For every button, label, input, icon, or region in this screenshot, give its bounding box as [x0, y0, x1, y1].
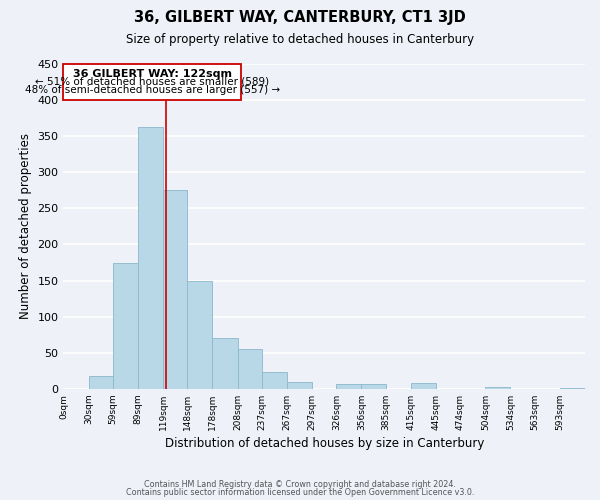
- Bar: [361, 384, 386, 389]
- Text: 36 GILBERT WAY: 122sqm: 36 GILBERT WAY: 122sqm: [73, 69, 232, 79]
- Bar: [138, 127, 163, 389]
- X-axis label: Distribution of detached houses by size in Canterbury: Distribution of detached houses by size …: [164, 437, 484, 450]
- FancyBboxPatch shape: [64, 64, 241, 100]
- Bar: [560, 388, 585, 389]
- Bar: [485, 388, 511, 389]
- Bar: [238, 349, 262, 389]
- Bar: [187, 280, 212, 389]
- Bar: [411, 383, 436, 389]
- Bar: [262, 372, 287, 389]
- Bar: [212, 338, 238, 389]
- Bar: [287, 382, 312, 389]
- Text: Contains HM Land Registry data © Crown copyright and database right 2024.: Contains HM Land Registry data © Crown c…: [144, 480, 456, 489]
- Text: 36, GILBERT WAY, CANTERBURY, CT1 3JD: 36, GILBERT WAY, CANTERBURY, CT1 3JD: [134, 10, 466, 25]
- Text: ← 51% of detached houses are smaller (589): ← 51% of detached houses are smaller (58…: [35, 77, 269, 87]
- Bar: [163, 190, 187, 389]
- Y-axis label: Number of detached properties: Number of detached properties: [19, 134, 32, 320]
- Text: Contains public sector information licensed under the Open Government Licence v3: Contains public sector information licen…: [126, 488, 474, 497]
- Bar: [113, 262, 138, 389]
- Text: Size of property relative to detached houses in Canterbury: Size of property relative to detached ho…: [126, 32, 474, 46]
- Bar: [89, 376, 113, 389]
- Bar: [337, 384, 361, 389]
- Text: 48% of semi-detached houses are larger (557) →: 48% of semi-detached houses are larger (…: [25, 85, 280, 95]
